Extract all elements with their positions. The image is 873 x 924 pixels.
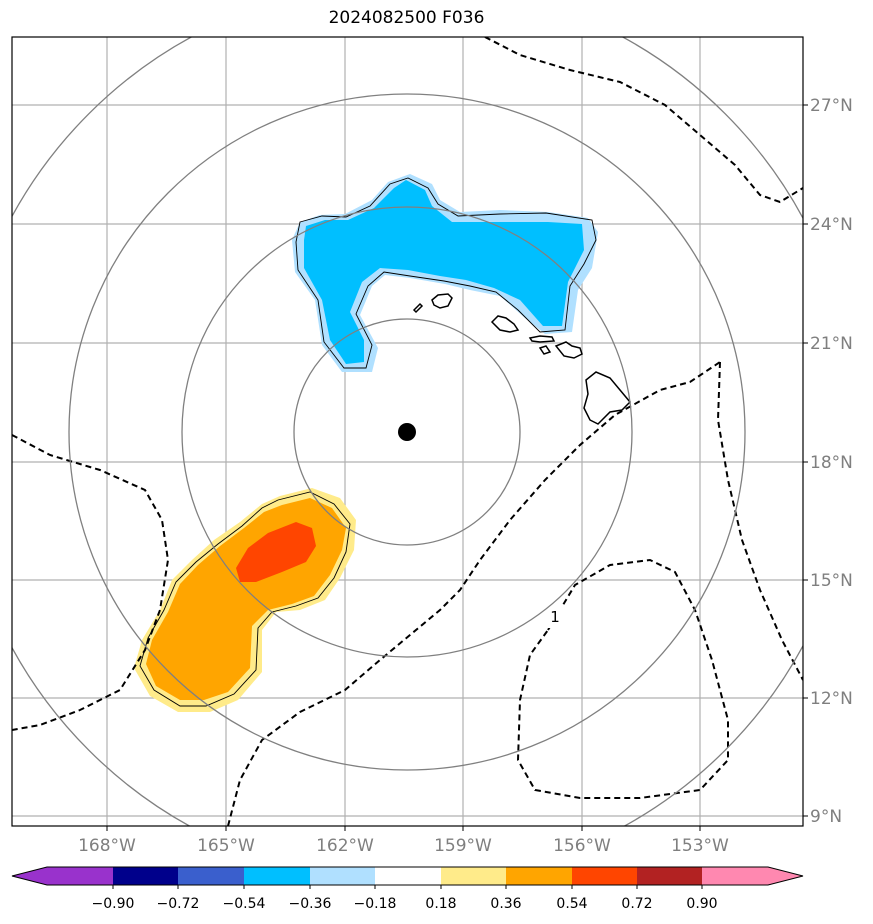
colorbar-tick-label: 0.72 xyxy=(621,896,652,912)
lon-label-168w: 168°W xyxy=(78,836,136,856)
island-maui xyxy=(554,341,583,359)
colorbar-segment-3 xyxy=(244,867,310,885)
colorbar-extend-min xyxy=(12,867,47,885)
colorbar-segment-2 xyxy=(178,867,244,885)
colorbar-extend-max xyxy=(768,867,803,885)
lon-label-159w: 159°W xyxy=(434,836,492,856)
negative-anomaly-region xyxy=(292,174,598,372)
longitude-labels: 168°W 165°W 162°W 159°W 156°W 153°W xyxy=(78,836,729,856)
colorbar-segment-0 xyxy=(47,867,113,885)
colorbar-tick-label: −0.18 xyxy=(354,896,397,912)
map-panel: 1 xyxy=(12,37,803,826)
lat-label-12n: 12°N xyxy=(810,689,853,709)
range-rings xyxy=(12,37,803,826)
gridlines xyxy=(12,37,803,826)
colorbar-segment-1 xyxy=(113,867,178,885)
lat-label-18n: 18°N xyxy=(810,453,853,473)
map-title: 2024082500 F036 xyxy=(328,8,485,28)
lat-label-27n: 27°N xyxy=(810,96,853,116)
lon-label-165w: 165°W xyxy=(197,836,255,856)
map-frame xyxy=(11,36,804,827)
contour-label-bg xyxy=(546,606,564,628)
lat-label-24n: 24°N xyxy=(810,215,853,235)
island-hawaii xyxy=(583,371,632,425)
lon-label-156w: 156°W xyxy=(553,836,611,856)
island-kauai xyxy=(431,293,453,309)
colorbar-tick-label: −0.54 xyxy=(223,896,266,912)
colorbar-tick-label: 0.18 xyxy=(425,896,456,912)
storm-center-marker xyxy=(398,423,416,441)
colorbar-segment-4 xyxy=(310,867,375,885)
island-lanai xyxy=(538,345,552,355)
colorbar-segment-7 xyxy=(506,867,572,885)
colorbar-segment-5 xyxy=(375,867,441,885)
island-molokai xyxy=(528,335,556,343)
lat-label-9n: 9°N xyxy=(810,807,842,827)
lat-label-15n: 15°N xyxy=(810,571,853,591)
colorbar-segment-6 xyxy=(441,867,506,885)
colorbar-tick-label: −0.90 xyxy=(92,896,135,912)
island-oahu xyxy=(490,315,520,333)
axis-ticks xyxy=(106,104,808,831)
colorbar-segment-8 xyxy=(572,867,637,885)
colorbar-tick-label: 0.36 xyxy=(490,896,521,912)
colorbar-tick-label: 0.54 xyxy=(556,896,587,912)
colorbar-ticks xyxy=(112,885,703,889)
colorbar-segment-10 xyxy=(702,867,768,885)
hawaiian-islands xyxy=(412,293,632,425)
island-niihau xyxy=(412,302,424,314)
colorbar-outline xyxy=(11,866,804,886)
colorbar: −0.90 −0.72 −0.54 −0.36 −0.18 0.18 0.36 … xyxy=(11,866,804,912)
colorbar-segment-9 xyxy=(637,867,702,885)
colorbar-tick-label: 0.90 xyxy=(686,896,717,912)
latitude-labels: 27°N 24°N 21°N 18°N 15°N 12°N 9°N xyxy=(810,96,853,827)
contour-label: 1 xyxy=(550,608,560,626)
lat-label-21n: 21°N xyxy=(810,334,853,354)
positive-anomaly-region xyxy=(134,488,356,712)
lon-label-162w: 162°W xyxy=(316,836,374,856)
lon-label-153w: 153°W xyxy=(671,836,729,856)
colorbar-tick-label: −0.36 xyxy=(289,896,332,912)
colorbar-tick-label: −0.72 xyxy=(157,896,200,912)
